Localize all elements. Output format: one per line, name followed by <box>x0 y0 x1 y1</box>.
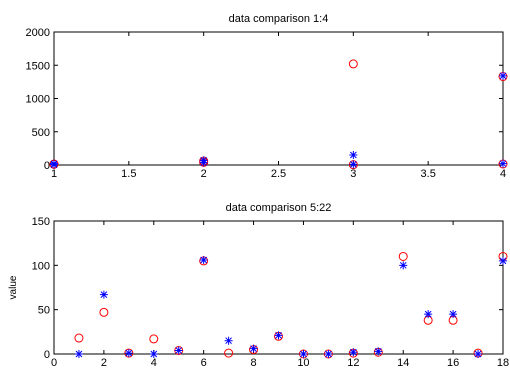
chart-title-top: data comparison 1:4 <box>229 13 329 25</box>
x-tick-label: 4 <box>151 357 157 369</box>
data-point-star <box>324 350 333 358</box>
data-point-star <box>424 310 433 319</box>
x-tick-label: 16 <box>447 357 459 369</box>
data-point-star <box>499 256 507 265</box>
y-tick-label: 150 <box>32 216 50 228</box>
x-tick-label: 2.5 <box>271 168 286 180</box>
data-point-star <box>199 256 208 265</box>
data-point-star <box>299 350 308 358</box>
data-point-star <box>99 290 108 299</box>
data-point-circle <box>224 348 234 358</box>
data-point-star <box>274 331 283 340</box>
axes-bottom: data comparison 5:22 value 0 2 4 6 8 10 12 14 16… <box>8 202 509 369</box>
x-tick-label: 10 <box>297 357 309 369</box>
y-tick-label: 2000 <box>26 27 50 39</box>
data-point-star <box>149 350 158 358</box>
y-axis-label-bottom: value <box>8 275 19 299</box>
x-tick-label: 3 <box>350 168 356 180</box>
data-point-star <box>50 159 58 168</box>
y-tick-label: 0 <box>44 160 50 172</box>
data-point-star <box>499 71 507 80</box>
chart-title-bottom: data comparison 5:22 <box>226 202 332 214</box>
data-points-top <box>49 59 508 170</box>
x-tick-label: 3.5 <box>421 168 436 180</box>
plot-area-top <box>53 31 504 166</box>
data-point-star <box>449 310 458 319</box>
data-point-star <box>349 151 358 160</box>
x-tick-label: 12 <box>347 357 359 369</box>
x-tick-label: 1 <box>51 168 57 180</box>
data-point-circle <box>398 251 408 261</box>
x-tick-label: 18 <box>497 357 509 369</box>
axes-top: data comparison 1:4 1 1.5 2 2.5 3 3.5 4 0 500 100… <box>26 13 508 180</box>
data-point-star <box>249 344 258 353</box>
y-tick-label: 50 <box>38 305 50 317</box>
y-tick-label: 1000 <box>26 94 50 106</box>
x-tick-label: 14 <box>397 357 409 369</box>
data-points-bottom <box>74 251 508 359</box>
y-tick-label: 100 <box>32 260 50 272</box>
x-tick-label: 2 <box>101 357 107 369</box>
data-point-star <box>499 159 507 168</box>
data-point-circle <box>149 334 159 344</box>
y-tick-label: 500 <box>32 127 50 139</box>
data-point-circle <box>348 59 358 69</box>
data-point-star <box>224 336 233 345</box>
data-point-circle <box>74 333 84 343</box>
x-tick-label: 0 <box>51 357 57 369</box>
data-point-star <box>174 346 183 355</box>
data-point-star <box>124 349 133 358</box>
data-point-circle <box>99 307 109 317</box>
x-tick-label: 8 <box>250 357 256 369</box>
data-point-star <box>374 347 383 356</box>
x-tick-label: 1.5 <box>121 168 136 180</box>
x-tick-label: 4 <box>500 168 506 180</box>
data-point-star <box>474 350 483 358</box>
data-point-star <box>399 261 408 270</box>
data-point-star <box>349 160 358 169</box>
y-tick-label: 0 <box>44 349 50 361</box>
data-point-star <box>74 350 83 358</box>
ticks-bottom: 0 2 4 6 8 10 12 14 16 18 0 50 100 150 <box>32 216 509 369</box>
data-point-star <box>349 348 358 357</box>
y-tick-label: 1500 <box>26 60 50 72</box>
data-point-star <box>199 156 208 165</box>
x-tick-label: 6 <box>201 357 207 369</box>
x-tick-label: 2 <box>201 168 207 180</box>
